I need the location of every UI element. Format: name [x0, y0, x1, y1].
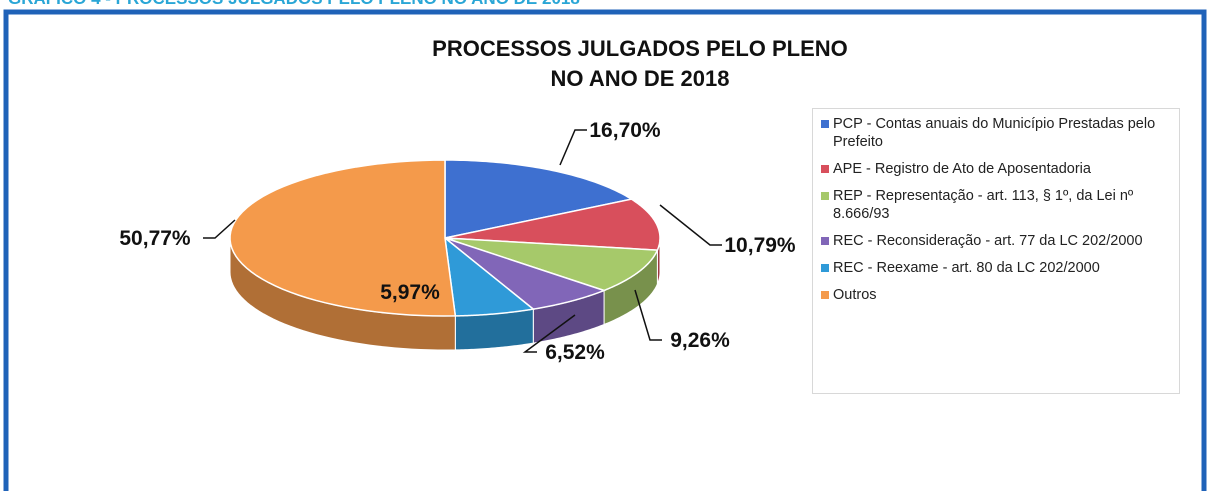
legend-item: PCP - Contas anuais do Município Prestad…	[821, 115, 1173, 151]
slice	[444, 159, 634, 239]
legend-label: REP - Representação - art. 113, § 1º, da…	[833, 188, 1134, 222]
slice	[444, 236, 536, 317]
slice	[444, 237, 659, 292]
slice	[444, 237, 607, 310]
legend: PCP - Contas anuais do Município Prestad…	[812, 108, 1180, 394]
legend-swatch	[821, 264, 829, 272]
leader-line	[559, 129, 587, 166]
data-label: 50,77%	[119, 227, 191, 250]
leader-line	[634, 289, 662, 341]
leader-line	[522, 314, 576, 353]
data-label: 9,26%	[670, 329, 730, 352]
legend-item: REC - Reexame - art. 80 da LC 202/2000	[821, 259, 1173, 277]
leader-line	[203, 219, 236, 239]
data-label: 10,79%	[724, 234, 796, 257]
legend-label: APE - Registro de Ato de Aposentadoria	[833, 161, 1091, 177]
data-label: 5,97%	[380, 281, 440, 304]
legend-label: PCP - Contas anuais do Município Prestad…	[833, 116, 1156, 150]
leader-line	[659, 204, 722, 246]
legend-swatch	[821, 237, 829, 245]
legend-swatch	[821, 165, 829, 173]
chart-title: NO ANO DE 2018	[551, 66, 730, 91]
slice	[444, 198, 661, 251]
legend-item: REC - Reconsideração - art. 77 da LC 202…	[821, 232, 1173, 250]
legend-item: REP - Representação - art. 113, § 1º, da…	[821, 187, 1173, 223]
legend-swatch	[821, 192, 829, 200]
data-label: 6,52%	[545, 341, 605, 364]
legend-label: REC - Reconsideração - art. 77 da LC 202…	[833, 233, 1143, 249]
page-header: GRÁFICO 4 - PROCESSOS JULGADOS PELO PLEN…	[8, 0, 580, 8]
legend-swatch	[821, 120, 829, 128]
chart-title: PROCESSOS JULGADOS PELO PLENO	[432, 36, 848, 61]
legend-label: Outros	[833, 287, 877, 303]
legend-item: APE - Registro de Ato de Aposentadoria	[821, 160, 1173, 178]
legend-swatch	[821, 291, 829, 299]
data-label: 16,70%	[589, 119, 661, 142]
slice	[229, 159, 457, 317]
legend-label: REC - Reexame - art. 80 da LC 202/2000	[833, 260, 1100, 276]
legend-item: Outros	[821, 286, 1173, 304]
